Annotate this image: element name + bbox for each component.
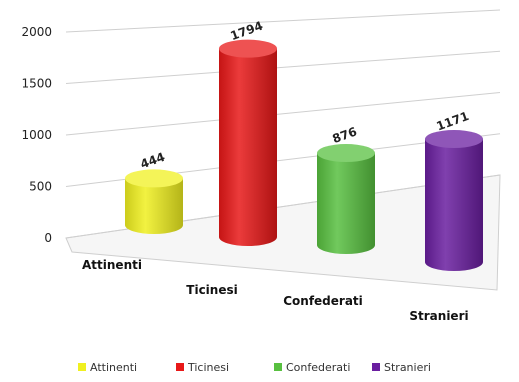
y-tick-label: 500 [29,180,52,194]
data-label: 1171 [435,109,471,134]
gridline [65,9,501,33]
gridline [65,50,501,84]
bar-confederati [317,144,375,254]
legend-swatch [78,363,86,371]
data-labels: 444 1794 876 1171 [138,19,470,172]
legend-swatch [372,363,380,371]
bar-body [317,153,375,254]
legend-label: Stranieri [384,361,431,374]
category-labels: Attinenti Ticinesi Confederati Stranieri [82,258,469,323]
data-label: 444 [138,150,166,172]
legend-label: Confederati [286,361,350,374]
data-label: 876 [330,124,358,146]
legend-item: Attinenti [78,361,137,374]
y-tick-label: 1000 [21,128,52,142]
category-label: Stranieri [409,309,468,323]
legend-item: Stranieri [372,361,431,374]
bar-top [317,144,375,163]
y-tick-label: 2000 [21,25,52,39]
legend: Attinenti Ticinesi Confederati Stranieri [78,361,431,374]
legend-item: Ticinesi [176,361,229,374]
legend-item: Confederati [274,361,350,374]
data-label: 1794 [229,19,265,44]
bar-body [125,178,183,234]
legend-label: Attinenti [90,361,137,374]
bar-body [425,139,483,271]
bar-ticinesi [219,39,277,246]
category-label: Confederati [283,294,363,308]
y-axis-ticks: 0 500 1000 1500 2000 [21,25,52,245]
bar-body [219,48,277,246]
bar-top [219,39,277,58]
gridline [65,92,501,136]
bar-top [425,130,483,149]
category-label: Ticinesi [186,283,237,297]
legend-label: Ticinesi [187,361,229,374]
y-tick-label: 1500 [21,77,52,91]
bar-attinenti [125,169,183,234]
y-tick-label: 0 [44,231,52,245]
bars [125,39,483,271]
bar-top [125,169,183,188]
legend-swatch [274,363,282,371]
bar-stranieri [425,130,483,271]
legend-swatch [176,363,184,371]
category-label: Attinenti [82,258,142,272]
